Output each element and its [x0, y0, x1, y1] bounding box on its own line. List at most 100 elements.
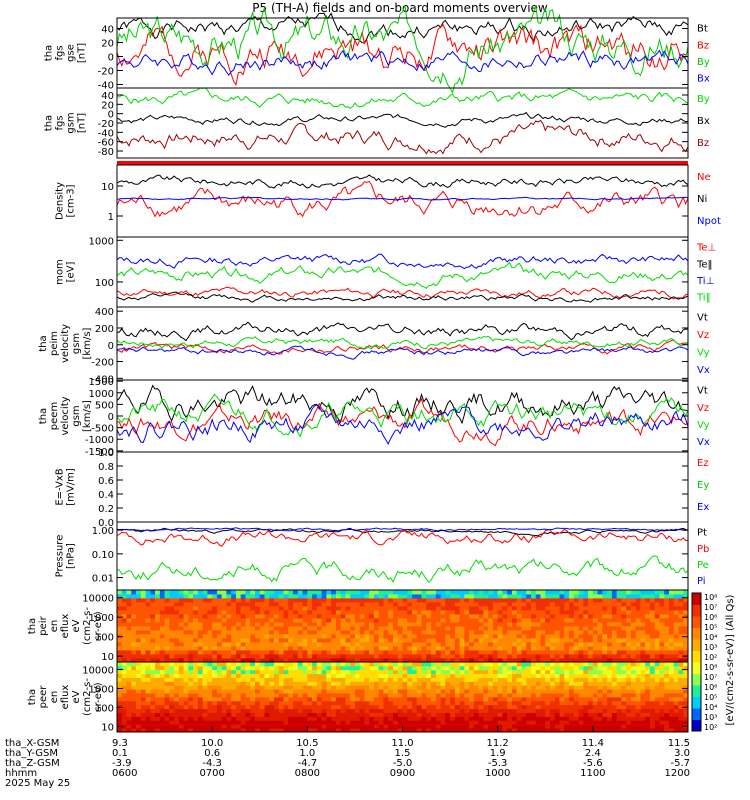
spectrogram-cell — [573, 685, 579, 690]
spectrogram-cell — [668, 606, 675, 611]
spectrogram-cell — [140, 650, 146, 655]
spectrogram-cell — [235, 610, 242, 615]
spectrogram-cell — [264, 622, 270, 627]
spectrogram-cell — [530, 712, 537, 717]
spectrogram-cell — [212, 646, 218, 651]
spectrogram-cell — [454, 602, 460, 607]
spectrogram-cell — [264, 606, 270, 611]
spectrogram-cell — [607, 614, 613, 619]
spectrogram-cell — [640, 626, 646, 631]
spectrogram-cell — [316, 685, 323, 690]
spectrogram-cell — [235, 658, 242, 663]
spectrogram-cell — [578, 685, 584, 690]
spectrogram-cell — [454, 724, 460, 729]
spectrogram-cell — [231, 685, 237, 690]
spectrogram-cell — [121, 708, 127, 713]
spectrogram-cell — [207, 673, 213, 678]
spectrogram-cell — [378, 704, 384, 710]
spectrogram-cell — [535, 622, 541, 627]
spectrogram-cell — [597, 720, 603, 725]
spectrogram-cell — [464, 650, 470, 655]
spectrogram-cell — [216, 650, 223, 655]
spectrogram-cell — [221, 689, 227, 694]
spectrogram-cell — [388, 606, 394, 611]
spectrogram-cell — [350, 594, 356, 599]
spectrogram-cell — [335, 712, 342, 717]
y-axis-label: eV — [71, 619, 82, 632]
spectrogram-cell — [450, 614, 456, 619]
colorbar: 10⁸10⁷10⁶10⁵10⁴10³10²10⁸10⁷10⁶10⁵10⁴10³1… — [691, 592, 736, 732]
spectrogram-cell — [302, 606, 308, 611]
spectrogram-cell — [459, 728, 465, 733]
spectrogram-cell — [535, 650, 541, 655]
spectrogram-cell — [250, 677, 256, 682]
spectrogram-cell — [397, 665, 403, 671]
spectrogram-cell — [678, 650, 684, 655]
spectrogram-cell — [178, 630, 185, 635]
series-line-Bt — [116, 12, 689, 44]
spectrogram-cell — [497, 614, 503, 619]
spectrogram-cell — [307, 614, 313, 619]
legend-entry: Npot — [697, 216, 721, 227]
spectrogram-cell — [535, 606, 541, 611]
spectrogram-cell — [621, 634, 627, 639]
spectrogram-cell — [492, 614, 499, 619]
spectrogram-cell — [554, 681, 560, 686]
spectrogram-cell — [283, 693, 289, 698]
spectrogram-cell — [159, 590, 165, 595]
spectrogram-cell — [435, 618, 441, 623]
spectrogram-cell — [369, 598, 375, 603]
spectrogram-cell — [202, 622, 208, 627]
spectrogram-cell — [197, 626, 204, 631]
spectrogram-cell — [516, 622, 522, 627]
spectrogram-cell — [440, 634, 446, 639]
spectrogram-cell — [616, 622, 622, 627]
spectrogram-cell — [454, 618, 460, 623]
spectrogram-cell — [155, 712, 161, 717]
spectrogram-cell — [207, 630, 213, 635]
spectrogram-cell — [668, 630, 675, 635]
spectrogram-cell — [545, 646, 551, 651]
spectrogram-cell — [435, 598, 441, 603]
spectrogram-cell — [335, 626, 342, 631]
spectrogram-cell — [502, 614, 508, 619]
spectrogram-cell — [254, 610, 261, 615]
spectrogram-cell — [202, 630, 208, 635]
spectrogram-cell — [140, 610, 146, 615]
spectrogram-cell — [445, 685, 451, 690]
spectrogram-cell — [526, 626, 532, 631]
spectrogram-cell — [516, 708, 522, 713]
spectrogram-cell — [545, 662, 551, 667]
spectrogram-cell — [550, 654, 556, 659]
spectrogram-cell — [321, 638, 327, 643]
spectrogram-cell — [235, 650, 242, 655]
spectrogram-cell — [626, 598, 632, 603]
spectrogram-cell — [478, 665, 484, 671]
spectrogram-cell — [683, 681, 689, 686]
x-tick-label: 11.2 — [487, 738, 509, 749]
spectrogram-cell — [221, 704, 227, 710]
spectrogram-cell — [140, 594, 146, 599]
spectrogram-cell — [630, 646, 637, 651]
spectrogram-cell — [274, 665, 280, 671]
spectrogram-cell — [392, 704, 399, 710]
spectrogram-cell — [440, 677, 446, 682]
spectrogram-cell — [136, 654, 142, 659]
spectrogram-cell — [673, 622, 679, 627]
spectrogram-cell — [488, 638, 494, 643]
spectrogram-cell — [331, 689, 337, 694]
spectrogram-cell — [497, 606, 503, 611]
spectrogram-cell — [392, 712, 399, 717]
spectrogram-cell — [331, 665, 337, 671]
spectrogram-cell — [383, 594, 389, 599]
spectrogram-cell — [293, 712, 299, 717]
spectrogram-cell — [245, 634, 251, 639]
spectrogram-cell — [278, 650, 284, 655]
spectrogram-cell — [402, 622, 408, 627]
spectrogram-cell — [426, 669, 432, 675]
spectrogram-cell — [416, 630, 422, 635]
spectrogram-cell — [569, 622, 575, 627]
spectrogram-cell — [259, 654, 265, 659]
spectrogram-cell — [502, 606, 508, 611]
